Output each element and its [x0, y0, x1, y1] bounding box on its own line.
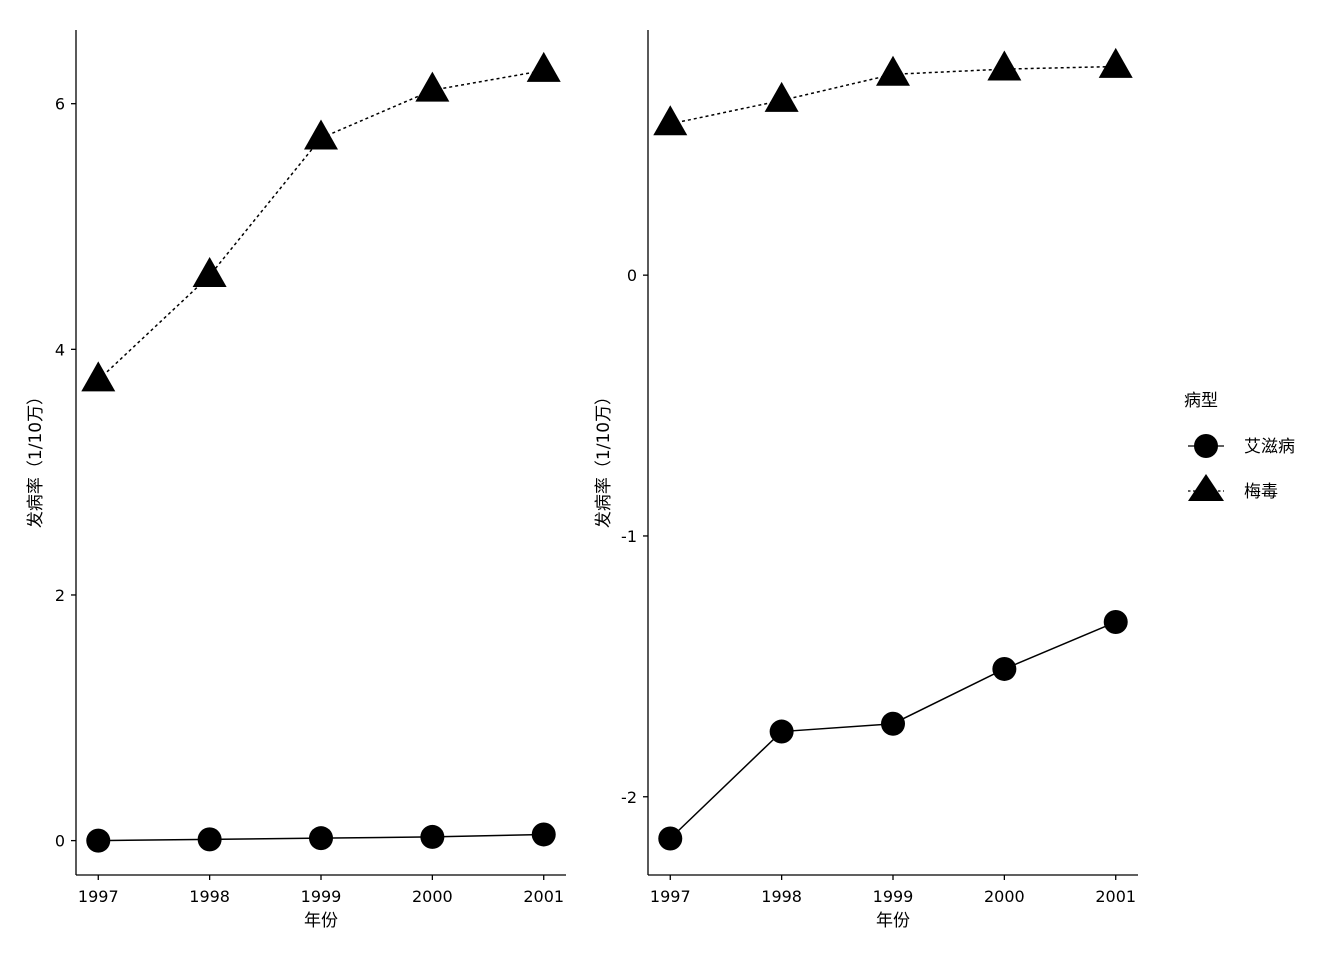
- data-point-syphilis: [415, 71, 450, 102]
- y-axis-label: 发病率（1/10万）: [26, 388, 46, 528]
- y-tick-label: 0: [627, 266, 637, 285]
- legend-label-aids: 艾滋病: [1244, 437, 1295, 457]
- y-tick-label: 0: [55, 832, 65, 851]
- series-line-syphilis: [97, 69, 544, 381]
- x-tick-label: 2001: [1095, 887, 1136, 906]
- data-point-aids: [881, 711, 905, 736]
- y-tick-label: 2: [55, 586, 65, 605]
- circle-icon: [1194, 434, 1218, 458]
- data-point-aids: [420, 824, 445, 849]
- data-point-aids: [769, 719, 794, 744]
- data-point-aids: [992, 656, 1017, 681]
- x-axis-label: 年份: [304, 911, 338, 931]
- data-point-aids: [197, 827, 222, 852]
- data-point-syphilis: [526, 51, 561, 82]
- data-point-aids: [531, 822, 556, 847]
- data-point-syphilis: [653, 105, 688, 136]
- x-tick-label: 2000: [984, 887, 1025, 906]
- x-tick-label: 1998: [189, 887, 230, 906]
- data-point-syphilis: [1098, 47, 1133, 78]
- data-point-syphilis: [987, 50, 1022, 81]
- x-tick-label: 1998: [761, 887, 802, 906]
- y-tick-label: 6: [55, 95, 65, 114]
- y-axis-label: 发病率（1/10万）: [594, 388, 614, 528]
- data-point-syphilis: [764, 81, 799, 112]
- triangle-icon: [1188, 474, 1224, 501]
- data-point-syphilis: [304, 119, 338, 150]
- x-tick-label: 1999: [873, 887, 914, 906]
- data-point-syphilis: [81, 361, 116, 392]
- y-tick-label: -2: [621, 788, 637, 807]
- data-point-aids: [309, 826, 333, 851]
- data-point-aids: [86, 828, 111, 853]
- x-tick-label: 1997: [650, 887, 691, 906]
- legend: 病型 艾滋病 梅毒: [1184, 391, 1295, 502]
- legend-title: 病型: [1184, 391, 1218, 411]
- legend-label-syphilis: 梅毒: [1244, 482, 1278, 502]
- x-tick-label: 1997: [78, 887, 119, 906]
- data-point-aids: [658, 826, 683, 851]
- y-tick-label: -1: [621, 527, 637, 546]
- data-point-syphilis: [876, 55, 910, 86]
- x-tick-label: 2001: [523, 887, 564, 906]
- y-tick-label: 4: [55, 340, 65, 359]
- x-axis-label: 年份: [876, 911, 910, 931]
- x-tick-label: 2000: [412, 887, 453, 906]
- data-point-syphilis: [192, 257, 227, 288]
- left-panel: 0 2 4 6 1997 1998 1999 2000 2001 年份 发病率（1/10万）: [26, 30, 566, 931]
- data-point-aids: [1103, 610, 1128, 635]
- right-panel: -2 -1 0 1997 1998 1999 2000 2001 年份 发病率（1/10万）: [594, 30, 1138, 931]
- x-tick-label: 1999: [301, 887, 342, 906]
- legend-entry-aids: 艾滋病: [1188, 434, 1295, 458]
- legend-entry-syphilis: 梅毒: [1188, 474, 1278, 502]
